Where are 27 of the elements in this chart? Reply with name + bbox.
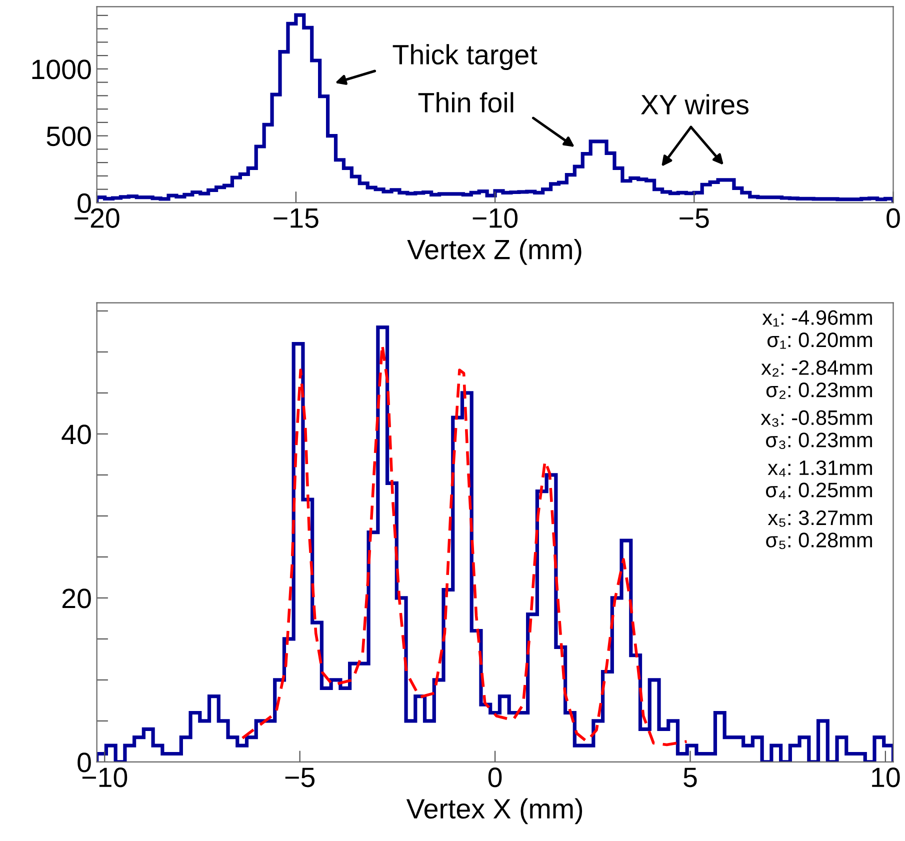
annotation: x₃: -0.85mm (760, 410, 872, 427)
x-tick-label: 10 (872, 768, 900, 788)
x-tick-label: 0 (886, 208, 900, 228)
x-axis-title: Vertex Z (mm) (407, 238, 582, 265)
x-axis-title: Vertex X (mm) (406, 798, 582, 824)
annotation: x₂: -2.84mm (761, 360, 872, 377)
x-tick-label: 5 (684, 768, 697, 788)
annotation: σ₁: 0.20mm (767, 332, 872, 349)
x-tick-label: −10 (472, 208, 518, 228)
annotation: σ₄: 0.25mm (766, 482, 872, 499)
annotation: σ₅: 0.28mm (766, 532, 872, 550)
x-tick-label: −15 (274, 208, 318, 228)
annotation: σ₂: 0.23mm (766, 382, 872, 399)
annotation: x₄: 1.31mm (768, 460, 872, 477)
annotation: Thick target (392, 44, 538, 70)
y-tick-label: 500 (46, 126, 91, 146)
y-tick-label: 40 (62, 424, 91, 444)
annotation: XY wires (641, 94, 748, 115)
y-tick-label: 20 (62, 588, 91, 608)
x-tick-label: 0 (488, 768, 502, 788)
x-tick-label: −5 (285, 768, 315, 788)
annotation: σ₃: 0.23mm (766, 432, 872, 450)
y-tick-label: 1000 (32, 60, 91, 80)
x-tick-label: −5 (680, 208, 709, 228)
annotation: x₁: -4.96mm (762, 310, 872, 327)
annotation: Thin foil (418, 92, 514, 113)
annotation: x₅: 3.27mm (768, 510, 872, 527)
